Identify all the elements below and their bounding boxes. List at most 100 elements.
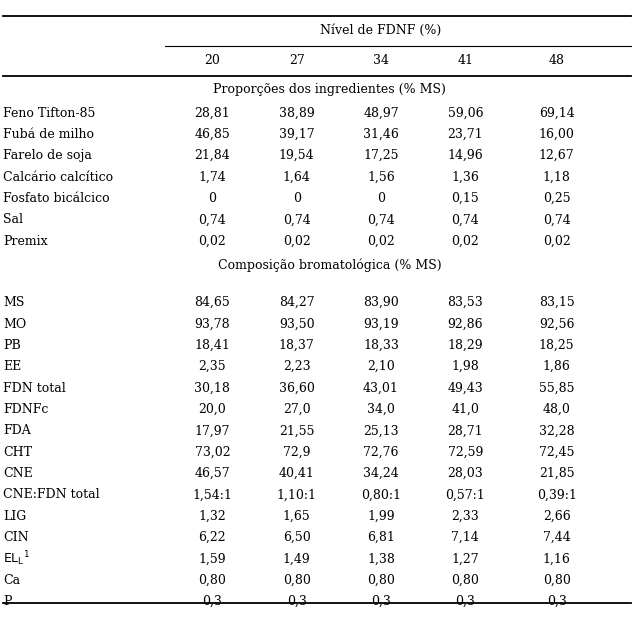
Text: 0,25: 0,25 (543, 192, 571, 205)
Text: 21,55: 21,55 (279, 425, 314, 437)
Text: 72,9: 72,9 (283, 446, 311, 458)
Text: 1,32: 1,32 (198, 510, 226, 522)
Text: P: P (3, 595, 11, 608)
Text: 40,41: 40,41 (279, 467, 314, 480)
Text: 1,10:1: 1,10:1 (276, 489, 317, 501)
Text: 0,02: 0,02 (451, 235, 479, 247)
Text: 21,85: 21,85 (539, 467, 574, 480)
Text: 18,37: 18,37 (279, 339, 314, 352)
Text: 1,18: 1,18 (543, 171, 571, 183)
Text: 1,54:1: 1,54:1 (193, 489, 232, 501)
Text: 93,50: 93,50 (279, 318, 314, 330)
Text: EE: EE (3, 360, 22, 373)
Text: CIN: CIN (3, 531, 29, 544)
Text: 73,02: 73,02 (195, 446, 230, 458)
Text: 46,85: 46,85 (195, 128, 230, 141)
Text: 1,74: 1,74 (198, 171, 226, 183)
Text: 0,80:1: 0,80:1 (361, 489, 401, 501)
Text: 1,65: 1,65 (283, 510, 311, 522)
Text: 12,67: 12,67 (539, 149, 574, 162)
Text: FDN total: FDN total (3, 382, 66, 394)
Text: 0,02: 0,02 (367, 235, 395, 247)
Text: 0,80: 0,80 (367, 574, 395, 587)
Text: 1,64: 1,64 (283, 171, 311, 183)
Text: Ca: Ca (3, 574, 20, 587)
Text: 0,02: 0,02 (198, 235, 226, 247)
Text: 0,3: 0,3 (202, 595, 223, 608)
Text: 28,71: 28,71 (448, 425, 483, 437)
Text: 31,46: 31,46 (363, 128, 399, 141)
Text: MO: MO (3, 318, 27, 330)
Text: 43,01: 43,01 (363, 382, 399, 394)
Text: Proporções dos ingredientes (% MS): Proporções dos ingredientes (% MS) (213, 83, 446, 95)
Text: Feno Tifton-85: Feno Tifton-85 (3, 107, 96, 119)
Text: 1,99: 1,99 (367, 510, 395, 522)
Text: 83,15: 83,15 (539, 296, 574, 309)
Text: $\mathregular{EL_L}^1$: $\mathregular{EL_L}^1$ (3, 550, 30, 568)
Text: 0,74: 0,74 (367, 214, 395, 226)
Text: 41,0: 41,0 (451, 403, 479, 416)
Text: 72,76: 72,76 (363, 446, 399, 458)
Text: Farelo de soja: Farelo de soja (3, 149, 92, 162)
Text: 93,19: 93,19 (363, 318, 399, 330)
Text: 0,15: 0,15 (451, 192, 479, 205)
Text: Fubá de milho: Fubá de milho (3, 128, 94, 141)
Text: 0,74: 0,74 (283, 214, 311, 226)
Text: 1,16: 1,16 (543, 553, 571, 565)
Text: 38,89: 38,89 (279, 107, 314, 119)
Text: 27: 27 (289, 55, 304, 67)
Text: PB: PB (3, 339, 21, 352)
Text: 20,0: 20,0 (198, 403, 226, 416)
Text: 39,17: 39,17 (279, 128, 314, 141)
Text: 14,96: 14,96 (448, 149, 483, 162)
Text: 18,25: 18,25 (539, 339, 574, 352)
Text: 1,49: 1,49 (283, 553, 311, 565)
Text: Fosfato bicálcico: Fosfato bicálcico (3, 192, 110, 205)
Text: 72,45: 72,45 (539, 446, 574, 458)
Text: 0,74: 0,74 (543, 214, 571, 226)
Text: 83,90: 83,90 (363, 296, 399, 309)
Text: Sal: Sal (3, 214, 23, 226)
Text: 0,80: 0,80 (451, 574, 479, 587)
Text: 0: 0 (377, 192, 385, 205)
Text: 0,3: 0,3 (287, 595, 307, 608)
Text: 93,78: 93,78 (195, 318, 230, 330)
Text: 1,86: 1,86 (543, 360, 571, 373)
Text: Nível de FDNF (%): Nível de FDNF (%) (320, 24, 441, 37)
Text: 17,25: 17,25 (363, 149, 399, 162)
Text: LIG: LIG (3, 510, 27, 522)
Text: 55,85: 55,85 (539, 382, 574, 394)
Text: 84,65: 84,65 (195, 296, 230, 309)
Text: 84,27: 84,27 (279, 296, 314, 309)
Text: 1,56: 1,56 (367, 171, 395, 183)
Text: 34: 34 (373, 55, 389, 67)
Text: 0,02: 0,02 (543, 235, 571, 247)
Text: 59,06: 59,06 (448, 107, 483, 119)
Text: 32,28: 32,28 (539, 425, 574, 437)
Text: 0,39:1: 0,39:1 (537, 489, 576, 501)
Text: 34,24: 34,24 (363, 467, 399, 480)
Text: 0,57:1: 0,57:1 (446, 489, 485, 501)
Text: 72,59: 72,59 (448, 446, 483, 458)
Text: Calcário calcítico: Calcário calcítico (3, 171, 113, 183)
Text: 0,80: 0,80 (283, 574, 311, 587)
Text: 6,50: 6,50 (283, 531, 311, 544)
Text: 0,74: 0,74 (451, 214, 479, 226)
Text: 48,97: 48,97 (363, 107, 399, 119)
Text: 7,44: 7,44 (543, 531, 571, 544)
Text: 6,22: 6,22 (198, 531, 226, 544)
Text: CHT: CHT (3, 446, 32, 458)
Text: 92,86: 92,86 (448, 318, 483, 330)
Text: 0,3: 0,3 (455, 595, 476, 608)
Text: 20: 20 (204, 55, 221, 67)
Text: Premix: Premix (3, 235, 48, 247)
Text: 27,0: 27,0 (283, 403, 311, 416)
Text: 16,00: 16,00 (539, 128, 574, 141)
Text: 48: 48 (548, 55, 565, 67)
Text: 2,35: 2,35 (198, 360, 226, 373)
Text: 36,60: 36,60 (279, 382, 314, 394)
Text: FDA: FDA (3, 425, 31, 437)
Text: 19,54: 19,54 (279, 149, 314, 162)
Text: 0,3: 0,3 (547, 595, 567, 608)
Text: 34,0: 34,0 (367, 403, 395, 416)
